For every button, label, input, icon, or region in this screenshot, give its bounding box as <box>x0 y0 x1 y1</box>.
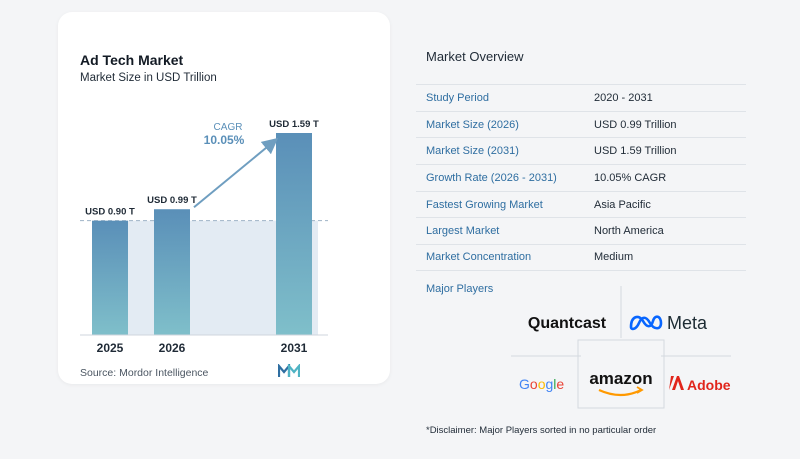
bar-value-label: USD 0.99 T <box>147 195 197 206</box>
overview-row-label: Study Period <box>426 91 489 104</box>
chart-card: USD 0.90 T 2025 USD 0.99 T 2026 USD 1.59 T 20… <box>58 12 390 384</box>
chart-subtitle: Market Size in USD Trillion <box>80 72 217 84</box>
overview-row-label: Fastest Growing Market <box>426 198 543 211</box>
chart-title: Ad Tech Market <box>80 52 184 68</box>
overview-row-label: Market Size (2026) <box>426 118 519 131</box>
overview-row-label: Market Concentration <box>426 251 532 264</box>
player-meta: Meta <box>667 313 708 333</box>
svg-text:Google: Google <box>519 376 564 392</box>
disclaimer-text: *Disclaimer: Major Players sorted in no … <box>426 425 657 436</box>
adobe-logo-icon <box>669 376 684 390</box>
bar-2025 <box>92 220 128 335</box>
overview-row: Fastest Growing Market Asia Pacific <box>416 190 746 218</box>
overview-row-value: 10.05% CAGR <box>594 171 667 184</box>
bar-value-label: USD 1.59 T <box>269 119 319 130</box>
overview-row: Market Size (2031) USD 1.59 Trillion <box>416 137 746 164</box>
major-players-grid: Quantcast Meta Google amazon Adobe <box>511 286 731 409</box>
overview-row-value: Medium <box>594 251 634 264</box>
cagr-arrow <box>193 137 279 208</box>
x-tick-label: 2025 <box>97 341 124 355</box>
overview-row-label: Largest Market <box>426 225 500 238</box>
player-quantcast: Quantcast <box>528 315 607 332</box>
bar-2031 <box>276 133 312 335</box>
overview-row-value: Asia Pacific <box>594 198 651 211</box>
market-overview-panel: Market Overview Study Period 2020 - 2031 M… <box>416 0 746 459</box>
mordor-logo-icon <box>278 364 300 377</box>
bar-2026 <box>154 209 190 335</box>
meta-logo-icon <box>629 315 663 331</box>
overview-row-value: USD 1.59 Trillion <box>594 145 677 158</box>
bar-chart: USD 0.90 T 2025 USD 0.99 T 2026 USD 1.59 T 20… <box>80 119 328 355</box>
overview-table: Study Period 2020 - 2031 Market Size (2026… <box>416 84 746 271</box>
x-tick-label: 2031 <box>281 341 308 355</box>
player-amazon: amazon <box>589 369 652 388</box>
cagr-value: 10.05% <box>204 133 245 147</box>
overview-row: Market Concentration Medium <box>416 244 746 271</box>
overview-row-label: Market Size (2031) <box>426 145 519 158</box>
overview-row: Growth Rate (2026 - 2031) 10.05% CAGR <box>416 164 746 191</box>
overview-row-value: North America <box>594 225 664 238</box>
overview-row-value: USD 0.99 Trillion <box>594 118 677 131</box>
x-tick-label: 2026 <box>159 341 186 355</box>
overview-title: Market Overview <box>426 49 524 64</box>
player-google: Google <box>519 376 564 392</box>
overview-row: Largest Market North America <box>416 217 746 244</box>
overview-row: Study Period 2020 - 2031 <box>416 84 746 111</box>
overview-row-label: Growth Rate (2026 - 2031) <box>426 171 557 184</box>
overview-row: Market Size (2026) USD 0.99 Trillion <box>416 110 746 138</box>
major-players-label: Major Players <box>426 283 494 295</box>
source-text: Source: Mordor Intelligence <box>80 367 209 379</box>
player-adobe: Adobe <box>687 377 731 393</box>
overview-row-value: 2020 - 2031 <box>594 91 653 104</box>
cagr-label: CAGR <box>214 122 243 133</box>
bar-value-label: USD 0.90 T <box>85 207 135 218</box>
amazon-smile-icon <box>598 388 642 397</box>
